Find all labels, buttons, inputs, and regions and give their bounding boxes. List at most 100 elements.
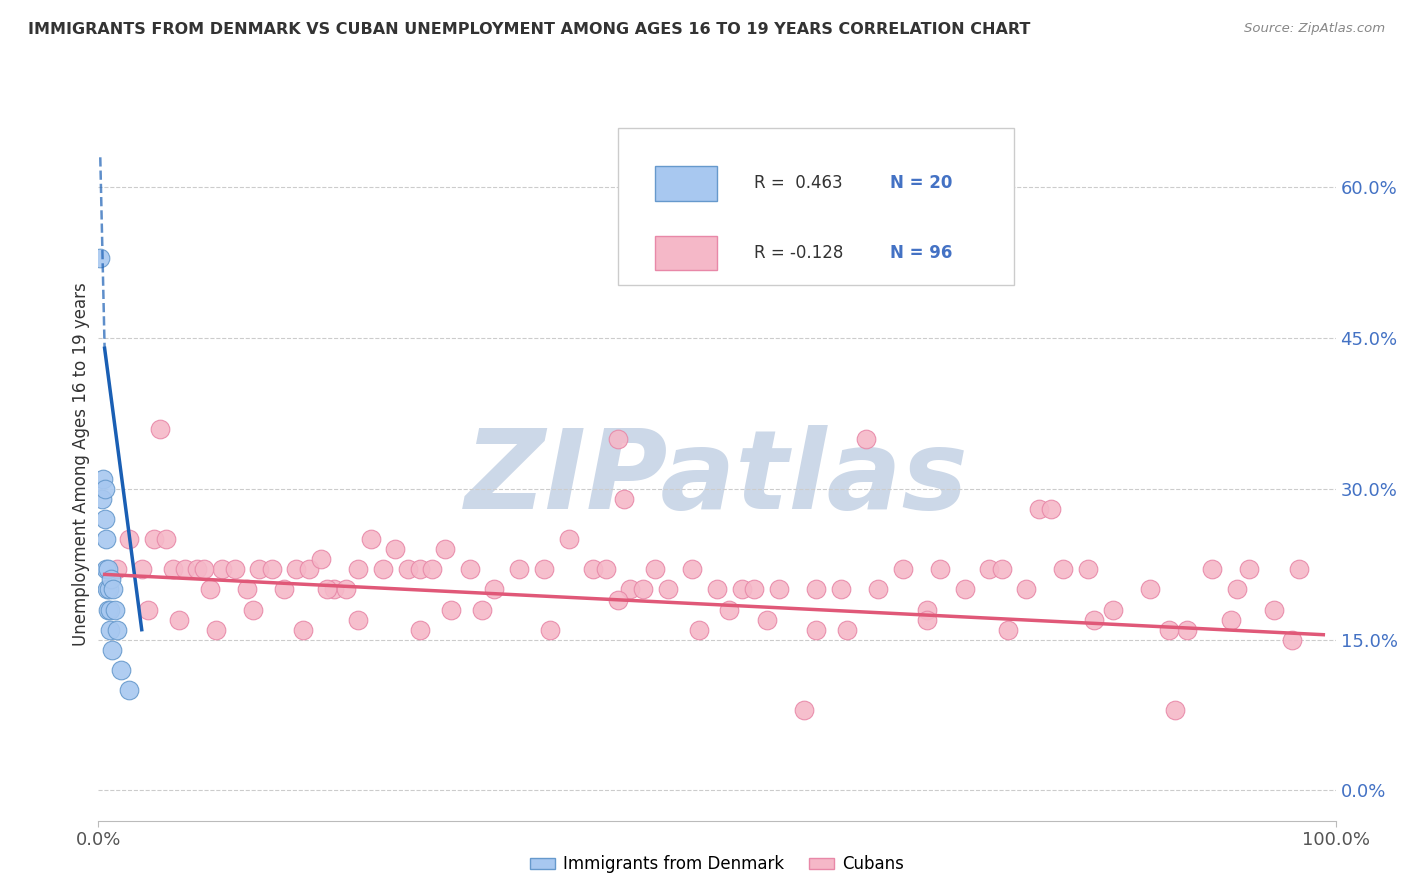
FancyBboxPatch shape [619,128,1014,285]
Point [193,562,215,576]
Point [110,663,132,677]
Point [96,582,118,597]
Point [396,562,419,576]
Point [1015,582,1038,597]
Text: N = 20: N = 20 [890,174,953,192]
Point [1164,703,1187,717]
Point [149,422,172,436]
Point [224,562,246,576]
Point [309,552,332,566]
Point [371,562,394,576]
Point [1237,562,1260,576]
Point [101,642,124,657]
Point [1083,613,1105,627]
Point [285,562,308,576]
Point [211,562,233,576]
Text: Source: ZipAtlas.com: Source: ZipAtlas.com [1244,22,1385,36]
Point [1219,613,1241,627]
Point [96,562,118,576]
Point [657,582,679,597]
Point [1263,602,1285,616]
Point [538,623,561,637]
Point [471,602,494,616]
Point [731,582,754,597]
Point [298,562,321,576]
Point [98,623,121,637]
Text: R = -0.128: R = -0.128 [754,244,844,261]
Bar [655,236,717,270]
Point [118,683,141,698]
Point [718,602,741,616]
Bar [655,166,717,201]
Point [1040,502,1063,516]
Point [347,613,370,627]
Point [1288,562,1310,576]
Point [917,613,939,627]
Point [236,582,259,597]
Point [347,562,370,576]
Point [247,562,270,576]
Point [1157,623,1180,637]
Point [136,602,159,616]
Point [484,582,506,597]
Point [143,533,166,547]
Point [155,533,177,547]
Text: N = 96: N = 96 [890,244,953,261]
Point [131,562,153,576]
Point [607,592,630,607]
Point [835,623,858,637]
Point [93,472,115,486]
Point [1102,602,1125,616]
Point [557,533,579,547]
Point [595,562,617,576]
Point [742,582,765,597]
Point [1175,623,1198,637]
Text: R =  0.463: R = 0.463 [754,174,842,192]
Point [855,432,877,446]
Point [613,491,636,506]
Point [93,512,115,526]
Point [1201,562,1223,576]
Point [440,602,463,616]
Point [97,562,120,576]
Point [105,562,128,576]
Point [582,562,605,576]
Point [167,613,190,627]
Point [768,582,790,597]
Point [322,582,344,597]
Point [990,562,1012,576]
Point [118,533,141,547]
Point [631,582,654,597]
Point [260,562,283,576]
Point [1281,632,1303,647]
Point [1077,562,1099,576]
Point [422,562,444,576]
Text: IMMIGRANTS FROM DENMARK VS CUBAN UNEMPLOYMENT AMONG AGES 16 TO 19 YEARS CORRELAT: IMMIGRANTS FROM DENMARK VS CUBAN UNEMPLO… [28,22,1031,37]
Point [205,623,228,637]
Text: ZIPatlas: ZIPatlas [465,425,969,532]
Point [91,491,114,506]
Point [755,613,778,627]
Point [242,602,264,616]
Point [103,582,125,597]
Point [1028,502,1050,516]
Point [953,582,976,597]
Point [89,251,111,265]
Point [533,562,555,576]
Point [100,573,122,587]
Point [997,623,1019,637]
Point [793,703,815,717]
Point [273,582,295,597]
Point [97,582,120,597]
Point [830,582,852,597]
Point [162,562,184,576]
Point [105,623,128,637]
Point [94,482,117,496]
Point [198,582,221,597]
Point [458,562,481,576]
Point [866,582,889,597]
Point [891,562,914,576]
Point [619,582,641,597]
Point [360,533,382,547]
Point [98,602,121,616]
